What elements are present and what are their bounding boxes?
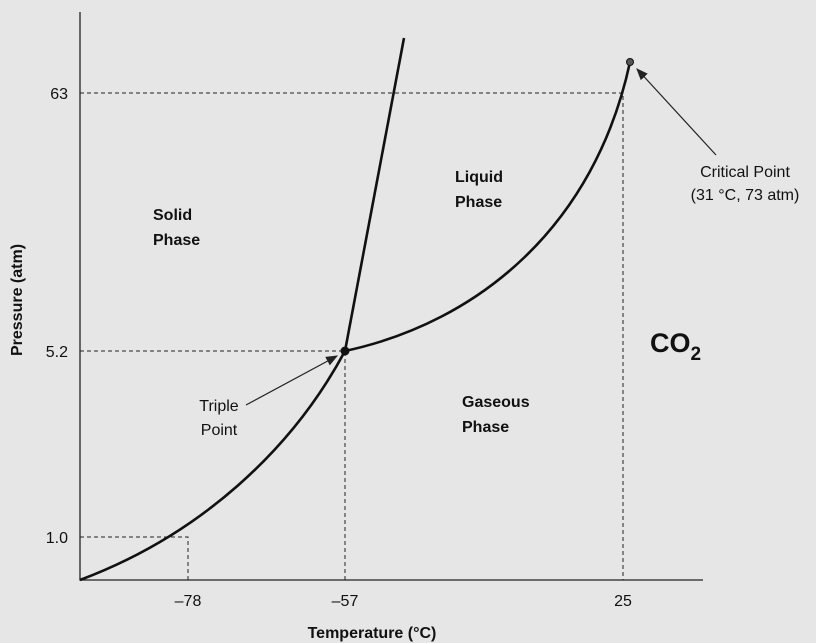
critical-point-dot: [626, 58, 634, 66]
critical-arrow: [636, 68, 717, 156]
region-label: Solid: [153, 207, 192, 224]
critical-label: (31 °C, 73 atm): [691, 187, 800, 204]
sublimation-curve: [79, 350, 347, 582]
y-tick-label: 1.0: [46, 530, 68, 547]
formula: CO: [650, 328, 691, 358]
x-tick-label: –57: [332, 593, 359, 610]
region-label: Liquid: [455, 169, 503, 186]
vaporization-curve: [344, 61, 632, 353]
x-tick-label: –78: [175, 593, 202, 610]
y-tick-label: 63: [50, 86, 68, 103]
region-label: Phase: [153, 232, 200, 249]
y-tick-label: 5.2: [46, 344, 68, 361]
melting-curve: [343, 37, 406, 352]
substance-label: CO2: [650, 328, 701, 365]
formula-subscript: 2: [691, 344, 702, 365]
triple-label: Triple: [199, 398, 239, 415]
triple-label: Point: [201, 422, 238, 439]
x-tick-label: 25: [614, 593, 632, 610]
triple-point-dot: [340, 346, 350, 356]
critical-label: Critical Point: [700, 164, 790, 181]
region-label: Gaseous: [462, 394, 530, 411]
y-axis-label: Pressure (atm): [9, 244, 26, 356]
region-label: Phase: [455, 194, 502, 211]
triple-arrow: [245, 355, 339, 406]
region-label: Phase: [462, 419, 509, 436]
x-axis-label: Temperature (°C): [308, 625, 437, 642]
